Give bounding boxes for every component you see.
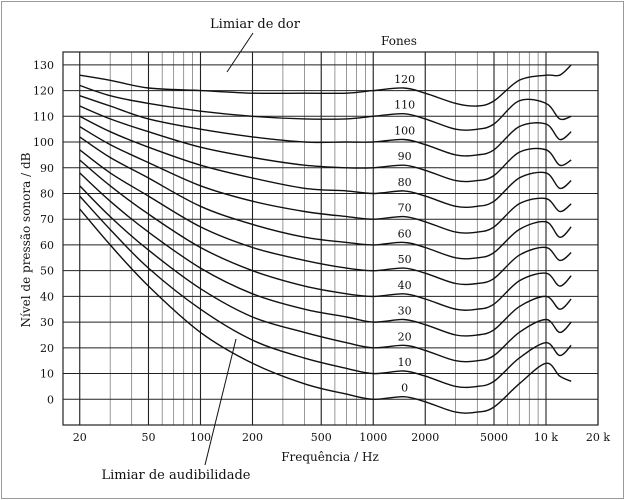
series-label-30: 30	[398, 305, 412, 318]
y-tick-label: 130	[33, 59, 54, 72]
series-label-120: 120	[394, 73, 415, 86]
y-tick-label: 20	[40, 342, 54, 355]
series-curve-10	[79, 195, 572, 389]
x-tick-label: 2000	[411, 431, 439, 444]
series-curve-100	[79, 95, 572, 157]
series-curve-90	[79, 105, 572, 183]
series-label-50: 50	[398, 253, 412, 266]
y-tick-label: 0	[47, 393, 54, 406]
y-tick-label: 80	[40, 187, 54, 200]
series-curve-40	[79, 159, 572, 311]
y-tick-label: 70	[40, 213, 54, 226]
series-label-110: 110	[394, 99, 415, 112]
threshold-pain-leader	[226, 32, 254, 73]
series-label-40: 40	[398, 279, 412, 292]
y-tick-label: 90	[40, 162, 54, 175]
x-tick-label: 200	[242, 431, 263, 444]
x-tick-label: 500	[311, 431, 332, 444]
threshold-hearing-label: Limiar de audibilidade	[101, 468, 250, 483]
series-label-bg	[395, 355, 414, 368]
series-label-bg	[395, 150, 414, 163]
series-label-bg	[395, 201, 414, 214]
series-label-bg	[399, 381, 411, 394]
plot-area-border	[62, 51, 599, 426]
series-curve-0	[79, 208, 572, 414]
x-tick-label: 20	[73, 431, 87, 444]
x-tick-label: 1000	[359, 431, 387, 444]
threshold-hearing-leader	[204, 338, 237, 466]
series-curve-50	[79, 149, 572, 286]
series-labels: 0 10 20 30 40 50 60 70 80 90 100 110 120	[392, 73, 418, 395]
y-tick-label: 110	[33, 110, 54, 123]
series-label-bg	[395, 304, 414, 317]
series-curve-60	[79, 136, 572, 260]
series-curve-30	[79, 172, 572, 337]
series-label-90: 90	[398, 150, 412, 163]
series-label-bg	[395, 253, 414, 266]
y-axis-title: Nível de pressão sonora / dB	[19, 152, 33, 327]
series-label-70: 70	[398, 202, 412, 215]
x-tick-label: 10 k	[534, 431, 558, 444]
series-label-bg	[395, 175, 414, 188]
y-tick-label: 50	[40, 265, 54, 278]
series-curve-80	[79, 115, 572, 209]
series-label-bg	[392, 73, 418, 86]
series-curves	[79, 64, 572, 414]
series-label-100: 100	[394, 124, 415, 137]
y-tick-label: 30	[40, 316, 54, 329]
threshold-pain-label: Limiar de dor	[210, 17, 301, 32]
x-tick-label: 5000	[480, 431, 508, 444]
series-label-10: 10	[398, 356, 412, 369]
x-tick-label: 50	[141, 431, 155, 444]
series-curve-110	[79, 84, 572, 131]
x-tick-label: 100	[190, 431, 211, 444]
series-curve-20	[79, 185, 572, 363]
y-tick-label: 10	[40, 368, 54, 381]
series-label-bg	[395, 330, 414, 343]
legend-title-fones: Fones	[381, 34, 417, 48]
series-curve-70	[79, 125, 572, 234]
series-label-bg	[395, 278, 414, 291]
x-axis-title: Frequência / Hz	[281, 450, 379, 464]
y-axis-tick-labels: 0 10 20 30 40 50 60 70 80 90 100 110 120 130	[33, 59, 54, 406]
series-curve-120	[79, 64, 572, 107]
x-axis-tick-labels: 20 50 100 200 500 1000 2000 5000 10 k 20 k	[73, 431, 611, 444]
y-tick-label: 60	[40, 239, 54, 252]
x-tick-label: 20 k	[586, 431, 610, 444]
series-label-bg	[392, 98, 418, 111]
y-tick-label: 100	[33, 136, 54, 149]
major-gridlines	[63, 52, 599, 425]
y-tick-label: 40	[40, 290, 54, 303]
series-label-80: 80	[398, 176, 412, 189]
series-label-60: 60	[398, 227, 412, 240]
series-label-bg	[395, 227, 414, 240]
y-tick-label: 120	[33, 85, 54, 98]
series-label-0: 0	[401, 382, 408, 395]
series-label-20: 20	[398, 330, 412, 343]
series-label-bg	[392, 124, 418, 137]
